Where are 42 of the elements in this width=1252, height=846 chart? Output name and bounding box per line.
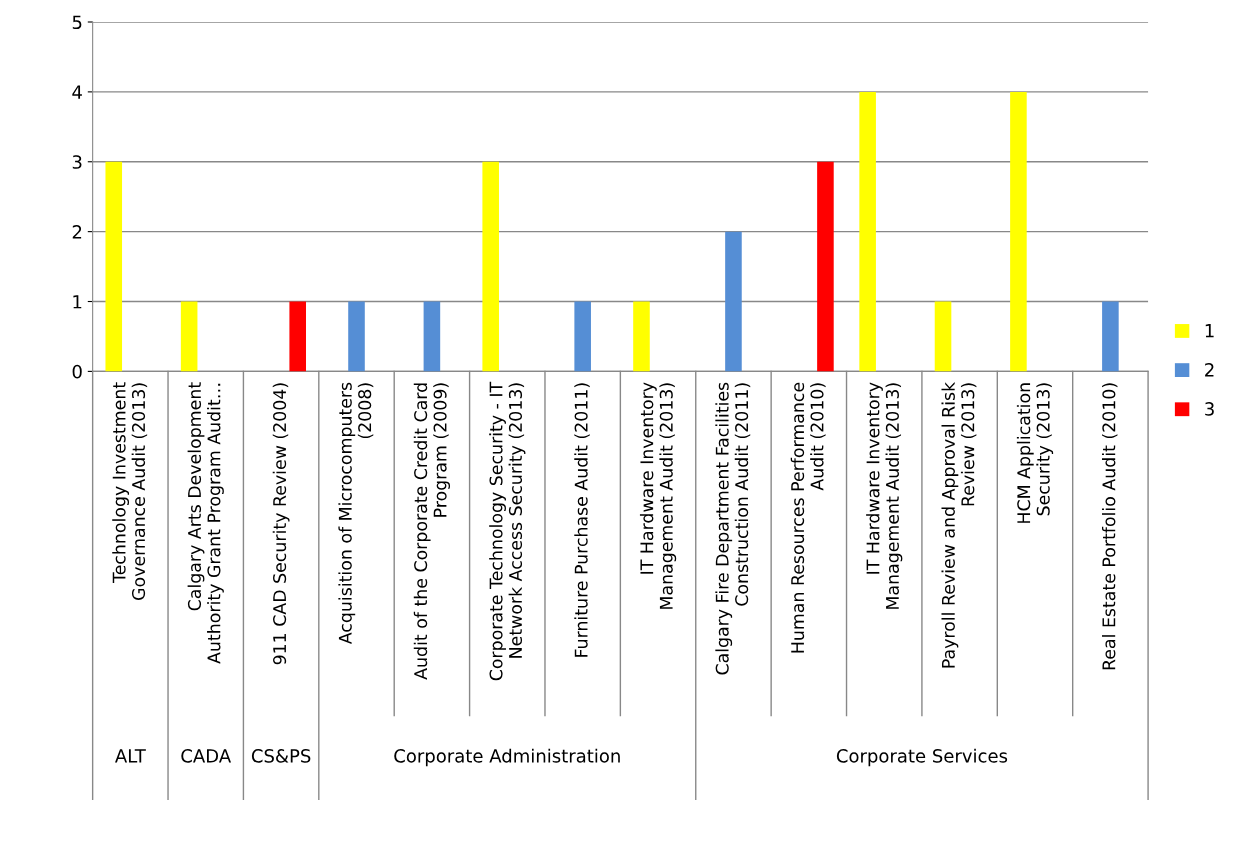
y-tick-label: 3 (72, 155, 82, 169)
y-tick-label: 2 (72, 225, 82, 239)
bar (423, 301, 441, 372)
x-tick-label: Technology Investment Governance Audit (2013) (112, 382, 148, 600)
x-tick-label: Calgary Arts Development Authority Grant Program Audit… (187, 382, 224, 664)
text: Corporate Administration (394, 748, 620, 767)
bar (348, 301, 365, 372)
x-tick-label: IT Hardware Inventory Management Audit (2013) (866, 382, 903, 609)
bar (482, 161, 499, 372)
y-tick-label: 5 (72, 15, 82, 30)
legend-label: 3 (1205, 402, 1214, 416)
x-tick-label: Real Estate Portfolio Audit (2010) (1101, 383, 1118, 670)
bar (289, 301, 306, 372)
legend-label: 1 (1205, 324, 1214, 338)
legend-label: 2 (1205, 362, 1214, 377)
bar (859, 91, 876, 372)
x-tick-label: Acquisition of Microcomputers (2008) (338, 382, 374, 645)
y-tick-label: 4 (72, 85, 82, 99)
y-tick-label: 0 (72, 364, 82, 379)
text: Corporate Services (836, 748, 1008, 767)
text: ALT (115, 749, 146, 763)
y-tick-label: 1 (73, 295, 82, 309)
bar (934, 301, 952, 372)
text: CS&PS (251, 749, 311, 763)
x-tick-label: Calgary Fire Department Facilities Construction Audit (2011) (715, 382, 751, 675)
x-tick-label: Furniture Purchase Audit (2011) (574, 383, 590, 657)
x-tick-label: Human Resources Performance Audit (2010) (790, 382, 826, 653)
bar (574, 301, 591, 372)
x-tick-label: HCM Application Security (2013) (1016, 383, 1054, 523)
x-tick-label: 911 CAD Security Review (2004) (272, 383, 290, 665)
bar (817, 161, 834, 372)
x-tick-label: Payroll Review and Approval Risk Review (2013) (941, 381, 977, 668)
text: CADA (181, 749, 232, 763)
bar (105, 161, 123, 372)
x-tick-label: IT Hardware Inventory Management Audit (2013) (639, 382, 677, 609)
bar (180, 301, 198, 372)
bar (1010, 91, 1027, 372)
x-tick-label: Corporate Technology Security - IT Network Access Security (2013) (489, 381, 526, 681)
x-tick-label: Audit of the Corporate Credit Card Program (2009) (413, 383, 451, 680)
bar (725, 231, 742, 372)
bar (633, 301, 650, 372)
bar (1102, 301, 1119, 372)
